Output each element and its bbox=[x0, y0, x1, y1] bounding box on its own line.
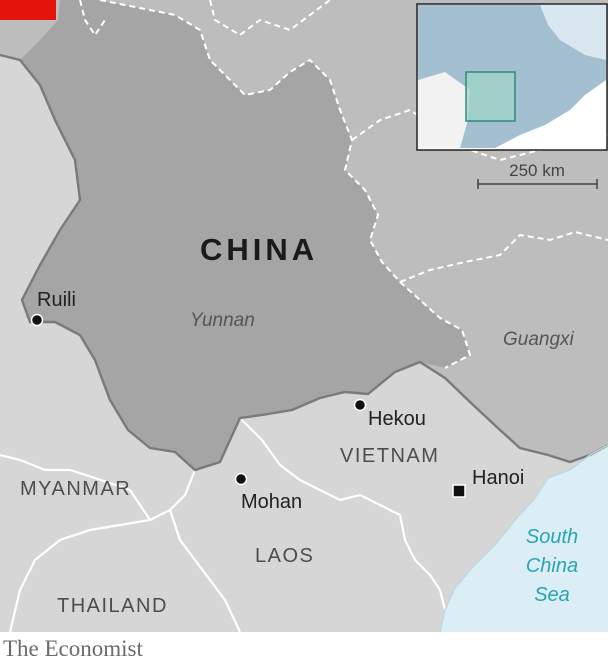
yunnan-area bbox=[20, 0, 470, 470]
tibet-border bbox=[79, 0, 106, 37]
label-thailand: THAILAND bbox=[57, 595, 168, 617]
credit-text: The Economist bbox=[3, 636, 143, 661]
inset-sea bbox=[540, 5, 606, 60]
myanmar-internal-line bbox=[0, 453, 151, 521]
label-sea-line3: Sea bbox=[534, 584, 570, 606]
label-hekou: Hekou bbox=[368, 408, 426, 430]
laos-thailand-border bbox=[168, 509, 241, 633]
label-ruili: Ruili bbox=[37, 289, 76, 311]
inset-highlight-box bbox=[465, 71, 516, 122]
label-guangxi: Guangxi bbox=[503, 329, 575, 350]
label-sea-line1: South bbox=[526, 526, 578, 548]
city-marker-mohan bbox=[234, 472, 248, 486]
city-marker-hekou bbox=[353, 398, 367, 412]
label-sea-line2: China bbox=[526, 555, 578, 577]
map-svg: 250 km CHINA Yunnan Guangxi MYANMAR VIET… bbox=[0, 0, 608, 633]
china-national-border bbox=[0, 53, 608, 472]
coastline bbox=[439, 444, 608, 633]
scale-label: 250 km bbox=[509, 161, 565, 180]
red-tag bbox=[0, 0, 56, 20]
label-laos: LAOS bbox=[255, 545, 314, 567]
city-marker-ruili bbox=[30, 313, 44, 327]
yunnan-province-border bbox=[99, 0, 472, 369]
capital-marker-hanoi bbox=[452, 484, 466, 498]
scale-bar: 250 km bbox=[477, 161, 598, 189]
sea-area bbox=[440, 445, 608, 632]
label-myanmar: MYANMAR bbox=[20, 478, 131, 500]
guangxi-border bbox=[399, 230, 608, 283]
label-mohan: Mohan bbox=[241, 491, 302, 513]
label-hanoi: Hanoi bbox=[472, 467, 524, 489]
inset-map bbox=[416, 3, 608, 151]
label-china: CHINA bbox=[200, 232, 318, 267]
label-vietnam: VIETNAM bbox=[340, 445, 439, 467]
label-yunnan: Yunnan bbox=[190, 310, 255, 331]
vietnam-laos-border bbox=[239, 417, 447, 611]
inset-south-asia-land bbox=[418, 72, 470, 148]
myanmar-thailand-border bbox=[8, 469, 197, 633]
sichuan-border bbox=[209, 0, 331, 37]
